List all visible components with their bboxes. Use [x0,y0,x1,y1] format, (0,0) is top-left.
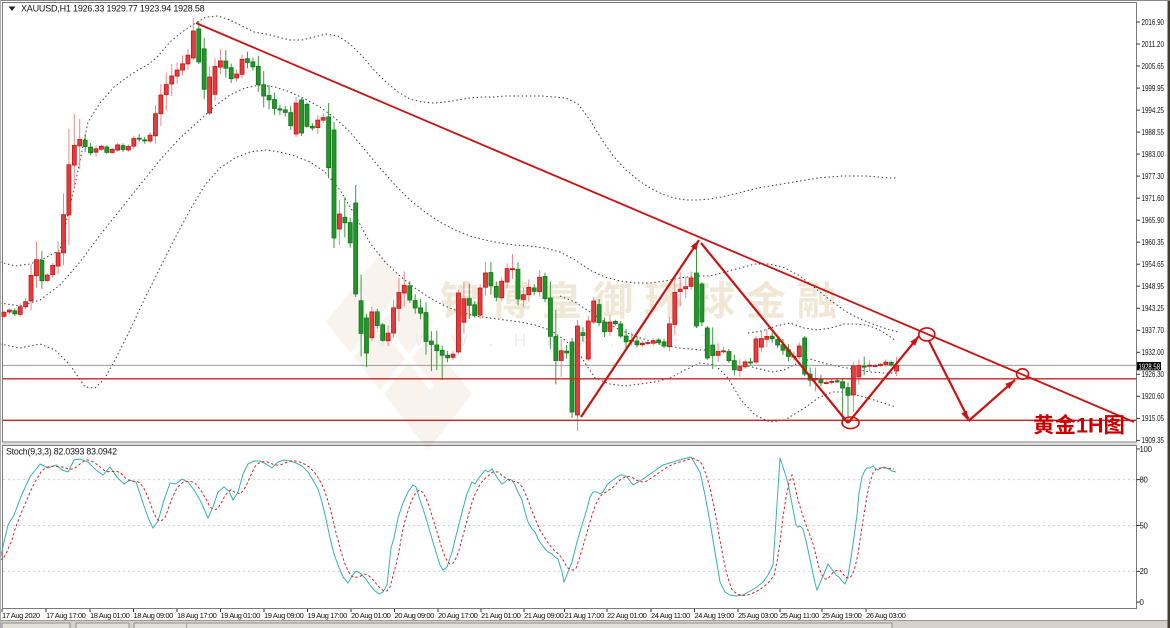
svg-text:20 Aug 09:00: 20 Aug 09:00 [395,611,435,620]
svg-text:1954.65: 1954.65 [1142,260,1165,269]
svg-text:19 Aug 01:00: 19 Aug 01:00 [221,611,261,620]
svg-text:25 Aug 03:00: 25 Aug 03:00 [738,611,778,620]
svg-text:1932.00: 1932.00 [1142,348,1165,357]
svg-text:25 Aug 11:00: 25 Aug 11:00 [780,611,819,620]
svg-text:20 Aug 01:00: 20 Aug 01:00 [351,611,391,620]
svg-text:18 Aug 01:00: 18 Aug 01:00 [90,611,130,620]
svg-text:19 Aug 17:00: 19 Aug 17:00 [308,611,348,620]
svg-text:1977.30: 1977.30 [1142,172,1165,181]
svg-text:17 Aug 2020: 17 Aug 2020 [2,611,40,620]
svg-text:1943.25: 1943.25 [1142,304,1165,313]
svg-text:20: 20 [1140,567,1149,576]
svg-text:21 Aug 01:00: 21 Aug 01:00 [481,611,521,620]
svg-text:1915.05: 1915.05 [1142,414,1165,423]
svg-text:26 Aug 03:00: 26 Aug 03:00 [866,611,906,620]
svg-text:21 Aug 09:00: 21 Aug 09:00 [524,611,564,620]
svg-text:50: 50 [1140,521,1149,530]
svg-text:0: 0 [1140,598,1145,607]
svg-text:20 Aug 17:00: 20 Aug 17:00 [438,611,478,620]
svg-text:2016.90: 2016.90 [1142,18,1165,27]
svg-text:100: 100 [1140,445,1153,454]
svg-text:1920.60: 1920.60 [1142,392,1165,401]
svg-text:2005.65: 2005.65 [1142,62,1165,71]
svg-text:18 Aug 17:00: 18 Aug 17:00 [177,611,217,620]
svg-text:17 Aug 17:00: 17 Aug 17:00 [46,611,86,620]
svg-text:1988.55: 1988.55 [1142,128,1165,137]
svg-text:XAUUSD,H1 1926.33 1929.77 192: XAUUSD,H1 1926.33 1929.77 1923.94 1928.5… [21,4,205,14]
svg-text:1937.70: 1937.70 [1142,326,1165,335]
svg-text:21 Aug 17:00: 21 Aug 17:00 [565,611,605,620]
svg-text:1H: 1H [1076,414,1103,438]
svg-text:19 Aug 09:00: 19 Aug 09:00 [264,611,304,620]
svg-text:24 Aug 11:00: 24 Aug 11:00 [651,611,690,620]
svg-text:22 Aug 01:00: 22 Aug 01:00 [607,611,647,620]
svg-text:1999.95: 1999.95 [1142,84,1165,93]
svg-text:2011.20: 2011.20 [1142,40,1165,49]
svg-text:1994.25: 1994.25 [1142,106,1165,115]
svg-text:1971.60: 1971.60 [1142,194,1165,203]
svg-text:1928.58: 1928.58 [1139,362,1161,371]
svg-text:1948.95: 1948.95 [1142,282,1165,291]
svg-text:1960.35: 1960.35 [1142,238,1165,247]
svg-text:Stoch(9,3,3) 82.0393 83.0942: Stoch(9,3,3) 82.0393 83.0942 [6,447,117,457]
svg-text:24 Aug 19:00: 24 Aug 19:00 [695,611,735,620]
svg-text:18 Aug 09:00: 18 Aug 09:00 [134,611,174,620]
svg-text:25 Aug 19:00: 25 Aug 19:00 [822,611,862,620]
svg-text:1983.00: 1983.00 [1142,150,1165,159]
svg-text:1926.30: 1926.30 [1142,370,1165,379]
svg-text:1965.90: 1965.90 [1142,216,1165,225]
svg-text:80: 80 [1140,475,1149,484]
svg-text:1909.35: 1909.35 [1142,436,1165,445]
